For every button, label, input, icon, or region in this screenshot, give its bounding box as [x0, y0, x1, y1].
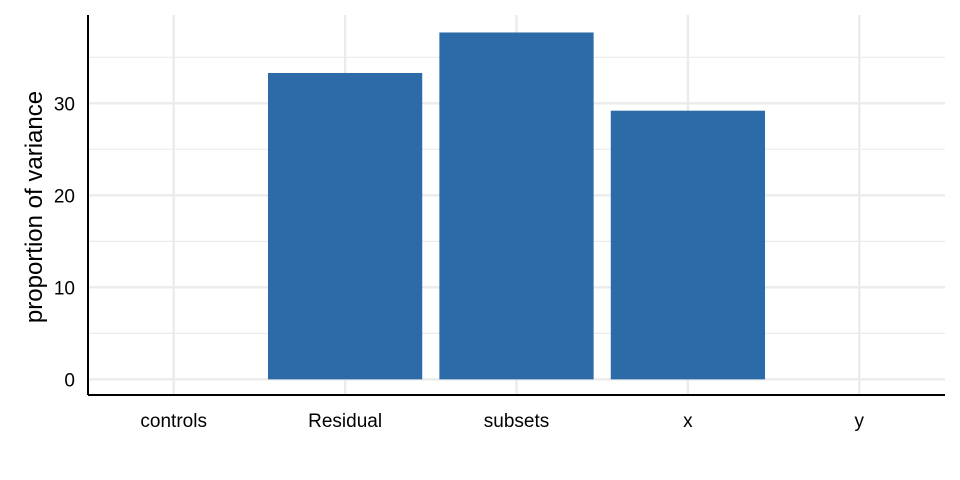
y-tick-labels: 0 10 20 30 [54, 94, 75, 391]
bars [267, 32, 766, 380]
y-tick-label: 10 [54, 278, 75, 299]
bar-x [610, 110, 766, 380]
x-tick-label: controls [140, 411, 207, 432]
bar-subsets [439, 32, 594, 380]
x-tick-label: subsets [484, 411, 549, 432]
x-tick-label: x [683, 411, 693, 432]
x-tick-label: y [855, 411, 865, 432]
bar-residual [267, 72, 423, 380]
y-axis-title: proportion of variance [21, 91, 48, 323]
x-tick-labels: controls Residual subsets x y [140, 411, 864, 432]
y-tick-label: 20 [54, 186, 75, 207]
y-tick-label: 30 [54, 94, 75, 115]
x-tick-label: Residual [308, 411, 382, 432]
y-tick-label: 0 [64, 370, 75, 391]
